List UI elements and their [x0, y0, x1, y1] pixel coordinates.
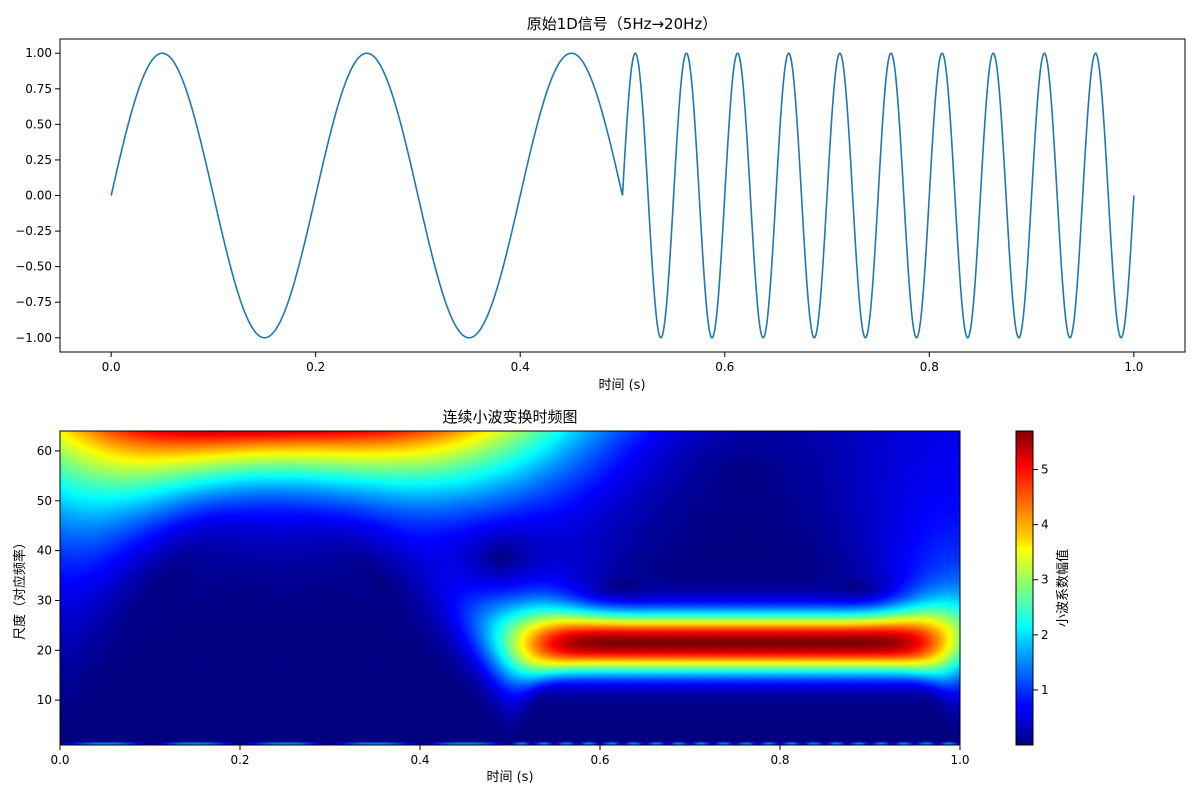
x-tick-label: 0.8 — [920, 360, 939, 374]
colorbar-frame — [1015, 430, 1034, 746]
y-tick-label: 0.00 — [25, 189, 52, 203]
colorbar-tick-label: 4 — [1041, 518, 1049, 532]
colorbar-label: 小波系数幅值 — [1055, 549, 1071, 627]
y-tick-label: 0.75 — [25, 82, 52, 96]
colorbar-gradient — [1016, 431, 1033, 745]
signal-x-axis-label: 时间 (s) — [598, 378, 645, 393]
y-tick-label: −0.50 — [15, 260, 52, 274]
cwt-plot-frame — [59, 430, 961, 746]
x-tick-label: 0.0 — [102, 360, 121, 374]
colorbar: 1 2 3 4 5 小波系数幅值 — [1015, 430, 1071, 746]
cwt-chart: 连续小波变换时频图 10 20 30 40 50 60 0.0 0.2 0.4 0.6 0.8 1.… — [12, 408, 1071, 785]
y-tick-label: 1.00 — [25, 46, 52, 60]
x-tick-label: 0.0 — [50, 753, 69, 767]
y-tick-label: 50 — [37, 494, 52, 508]
x-tick-label: 0.4 — [511, 360, 530, 374]
cwt-heatmap — [60, 431, 960, 745]
x-tick-label: 0.8 — [770, 753, 789, 767]
y-tick-label: −0.25 — [15, 224, 52, 238]
x-tick-label: 0.4 — [410, 753, 429, 767]
colorbar-tick-label: 5 — [1041, 463, 1049, 477]
y-tick-label: −0.75 — [15, 295, 52, 309]
colorbar-tick-label: 2 — [1041, 628, 1049, 642]
signal-plot-frame — [59, 38, 1186, 353]
y-tick-label: 0.50 — [25, 117, 52, 131]
y-tick-label: 20 — [37, 643, 52, 657]
x-tick-label: 0.2 — [306, 360, 325, 374]
x-tick-label: 1.0 — [950, 753, 969, 767]
y-tick-label: −1.00 — [15, 331, 52, 345]
signal-chart: 原始1D信号（5Hz→20Hz） 1.00 0.75 0.50 0.25 0.00 −0.… — [15, 15, 1186, 393]
colorbar-tick-label: 3 — [1041, 573, 1049, 587]
cwt-y-axis-label: 尺度（对应频率） — [12, 536, 28, 640]
colorbar-tick-label: 1 — [1041, 683, 1049, 697]
x-tick-label: 0.2 — [230, 753, 249, 767]
cwt-chart-title: 连续小波变换时频图 — [442, 408, 577, 426]
signal-chart-title: 原始1D信号（5Hz→20Hz） — [527, 15, 718, 33]
y-tick-label: 10 — [37, 693, 52, 707]
y-tick-label: 30 — [37, 593, 52, 607]
y-tick-label: 40 — [37, 544, 52, 558]
cwt-x-axis-label: 时间 (s) — [486, 770, 533, 785]
x-tick-label: 0.6 — [590, 753, 609, 767]
y-tick-label: 60 — [37, 444, 52, 458]
x-tick-label: 1.0 — [1124, 360, 1143, 374]
x-tick-label: 0.6 — [715, 360, 734, 374]
y-tick-label: 0.25 — [25, 153, 52, 167]
signal-line — [110, 52, 1135, 339]
